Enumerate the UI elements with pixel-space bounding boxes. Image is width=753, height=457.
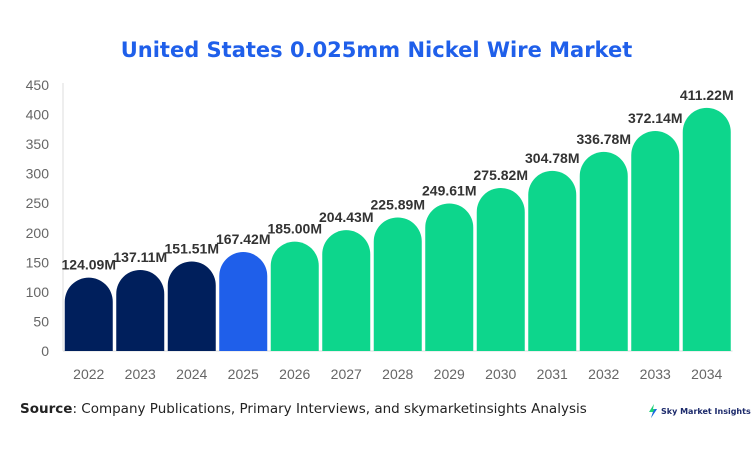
lightning-bolt-icon [649,404,657,418]
bar-2027 [322,230,371,351]
y-tick-label: 450 [26,77,50,93]
bar-2028 [373,217,422,351]
bar-2034 [682,107,731,351]
bar-2032 [579,151,628,351]
data-label: 304.78M [525,150,579,166]
bar-2022 [64,277,113,351]
bar-2023 [116,269,165,351]
bar-2031 [528,170,577,351]
data-label: 336.78M [577,131,631,147]
y-tick-label: 0 [41,343,49,359]
y-tick-label: 250 [26,195,50,211]
x-tick-label: 2023 [125,366,156,382]
y-tick-label: 300 [26,166,50,182]
data-label: 411.22M [680,87,734,103]
data-label: 137.11M [113,249,167,265]
bar-2026 [270,241,319,351]
y-tick-label: 100 [26,284,50,300]
y-tick-label: 350 [26,136,50,152]
x-tick-label: 2026 [279,366,310,382]
data-label: 151.51M [165,240,219,256]
y-tick-label: 200 [26,225,50,241]
x-tick-label: 2027 [331,366,362,382]
logo: Sky Market Insights [648,404,751,418]
x-tick-label: 2033 [640,366,671,382]
bar-2030 [476,187,525,351]
x-tick-label: 2034 [691,366,722,382]
x-tick-label: 2022 [73,366,104,382]
data-label: 167.42M [216,231,270,247]
source-label: Source [20,401,73,417]
x-tick-label: 2030 [485,366,516,382]
x-tick-label: 2028 [382,366,413,382]
data-label: 185.00M [268,221,322,237]
x-tick-label: 2025 [228,366,259,382]
bar-2029 [425,203,474,351]
bar-2033 [631,131,680,351]
x-tick-label: 2029 [434,366,465,382]
x-tick-label: 2032 [588,366,619,382]
bar-2025 [219,252,268,351]
data-label: 249.61M [422,182,476,198]
logo-text: Sky Market Insights [661,406,751,416]
source-text: : Company Publications, Primary Intervie… [72,401,587,417]
chart-title: United States 0.025mm Nickel Wire Market [120,38,633,62]
y-tick-label: 150 [26,254,50,270]
x-tick-label: 2024 [176,366,207,382]
data-label: 372.14M [628,110,682,126]
bar-2024 [167,261,216,351]
data-label: 124.09M [62,257,116,273]
data-label: 204.43M [319,209,373,225]
y-tick-label: 50 [33,313,49,329]
data-label: 275.82M [474,167,528,183]
y-tick-label: 400 [26,107,50,123]
source-note: Source: Company Publications, Primary In… [20,401,587,417]
data-label: 225.89M [371,196,425,212]
x-tick-label: 2031 [537,366,568,382]
